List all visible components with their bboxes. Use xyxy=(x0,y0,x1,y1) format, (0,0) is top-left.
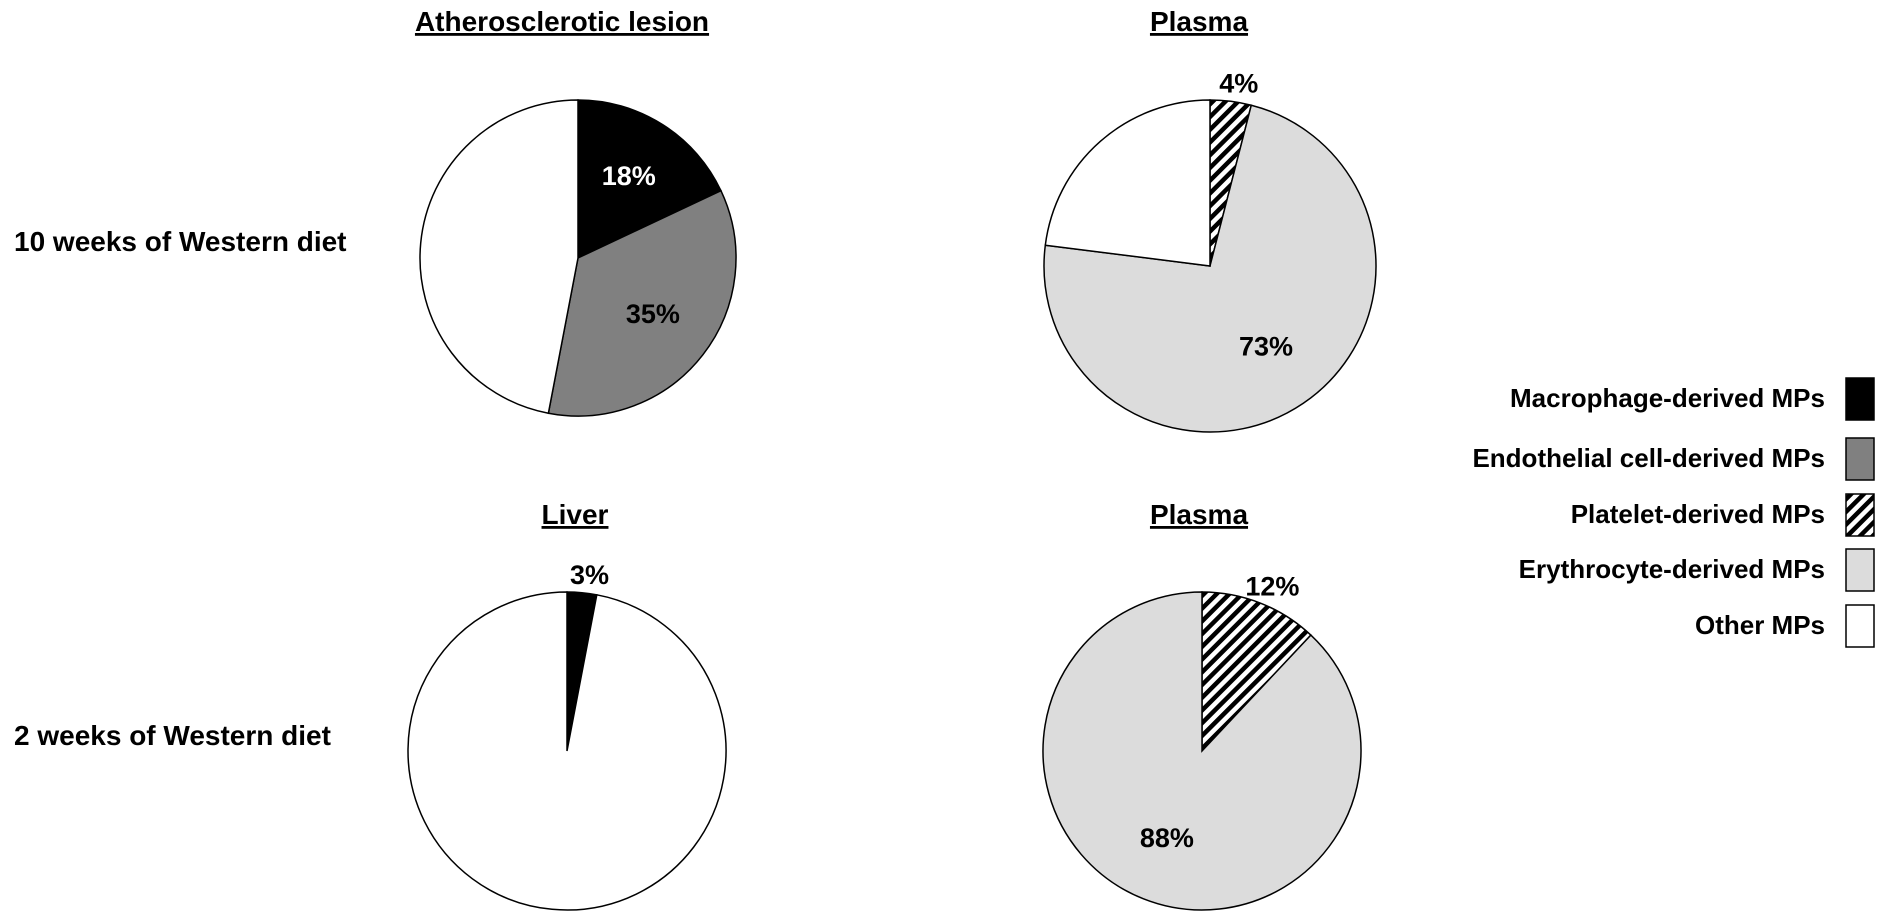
row-label-2-weeks: 2 weeks of Western diet xyxy=(14,720,331,751)
chart-title-atherosclerotic-lesion: Atherosclerotic lesion xyxy=(415,6,709,37)
pie-slice-endothelial-cell-derived-mps xyxy=(547,189,737,417)
pie-slice-macrophage-derived-mps xyxy=(577,99,722,260)
legend-label-macrophage-derived-mps: Macrophage-derived MPs xyxy=(1510,383,1825,413)
pie-plasma-2-weeks: 12% 88% xyxy=(1042,571,1362,911)
legend-label-platelet-derived-mps: Platelet-derived MPs xyxy=(1571,499,1825,529)
chart-title-plasma-2-weeks: Plasma xyxy=(1150,499,1248,530)
pie-slice-erythrocyte-derived-mps xyxy=(1042,591,1362,911)
legend-label-other-mps: Other MPs xyxy=(1695,610,1825,640)
chart-title-liver: Liver xyxy=(542,499,609,530)
chart-title-plasma-10-weeks: Plasma xyxy=(1150,6,1248,37)
legend-label-endothelial-cell-derived-mps: Endothelial cell-derived MPs xyxy=(1472,443,1825,473)
pie-plasma-10-weeks: 4% 73% xyxy=(1043,69,1377,433)
slice-label-platelet-derived-mps: 12% xyxy=(1245,571,1299,601)
legend-swatch-macrophage-derived-mps xyxy=(1845,377,1875,421)
pie-slice-erythrocyte-derived-mps xyxy=(1043,104,1377,433)
pie-liver: 3% xyxy=(407,560,727,911)
pie-slice-platelet-derived-mps xyxy=(1201,591,1312,753)
pie-slice-other-mps xyxy=(419,99,579,415)
slice-label-macrophage-derived-mps: 18% xyxy=(602,161,656,191)
slice-label-erythrocyte-derived-mps: 88% xyxy=(1140,823,1194,853)
legend-swatch-platelet-derived-mps xyxy=(1845,493,1875,537)
row-label-10-weeks: 10 weeks of Western diet xyxy=(14,226,347,257)
legend-label-erythrocyte-derived-mps: Erythrocyte-derived MPs xyxy=(1519,554,1825,584)
pie-atherosclerotic-lesion: 18% 35% xyxy=(419,99,737,417)
legend: Macrophage-derived MPs Endothelial cell-d… xyxy=(1472,377,1875,648)
pie-slice-other-mps xyxy=(1044,99,1211,267)
legend-swatch-other-mps xyxy=(1845,604,1875,648)
slice-label-platelet-derived-mps: 4% xyxy=(1219,69,1258,99)
slice-label-macrophage-derived-mps: 3% xyxy=(570,560,609,590)
pie-slice-other-mps xyxy=(407,591,727,911)
slice-label-endothelial-cell-derived-mps: 35% xyxy=(626,299,680,329)
slice-label-erythrocyte-derived-mps: 73% xyxy=(1239,332,1293,362)
legend-swatch-endothelial-cell-derived-mps xyxy=(1845,437,1875,481)
legend-swatch-erythrocyte-derived-mps xyxy=(1845,548,1875,592)
